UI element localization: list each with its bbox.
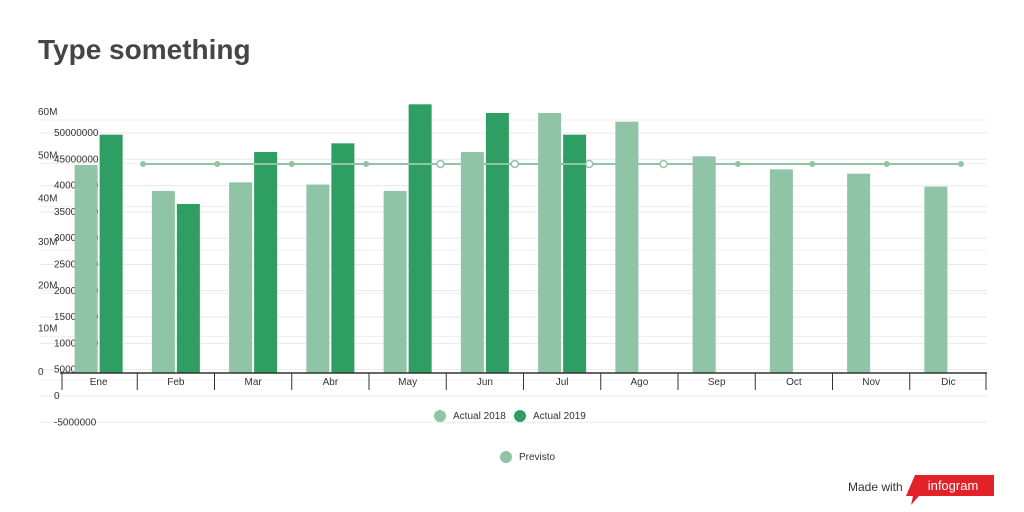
bar-actual-2019[interactable]: [485, 113, 509, 373]
chart-title: Type something: [38, 34, 251, 65]
previsto-point[interactable]: [436, 159, 445, 169]
infogram-logo[interactable]: infogram: [905, 474, 995, 506]
x-axis-label: Ene: [90, 377, 108, 388]
x-axis-label: Jun: [477, 377, 493, 388]
bar-actual-2019[interactable]: [254, 152, 278, 373]
bar-actual-2018[interactable]: [538, 113, 562, 373]
x-axis-label: Mar: [245, 377, 263, 388]
left-axis-tick-label: 60M: [38, 107, 57, 118]
left-axis-tick-label: 50M: [38, 150, 57, 161]
bars: [74, 104, 948, 374]
bar-actual-2018[interactable]: [769, 169, 793, 373]
bar-actual-2018[interactable]: [383, 191, 407, 373]
made-with-text: Made with: [848, 480, 903, 494]
previsto-point[interactable]: [584, 159, 594, 169]
x-axis-label: Nov: [862, 377, 880, 388]
infogram-logo-shape: [906, 475, 994, 505]
legend-label[interactable]: Actual 2019: [533, 411, 586, 422]
bar-actual-2018[interactable]: [847, 173, 871, 373]
previsto-line: [140, 159, 964, 169]
previsto-point[interactable]: [883, 161, 890, 167]
previsto-point[interactable]: [214, 161, 221, 167]
legend-label[interactable]: Previsto: [519, 452, 556, 463]
left-axis-tick-label: 20M: [38, 280, 57, 291]
right-axis-tick-label: 5000000: [54, 365, 93, 376]
legend-swatch: [500, 451, 512, 463]
bar-actual-2019[interactable]: [176, 204, 200, 373]
bar-actual-2019[interactable]: [331, 143, 355, 373]
previsto-point[interactable]: [288, 161, 295, 167]
x-axis: Ene Feb Mar Abr May Jun Jul Ago Sep Oct Nov Dic: [60, 372, 987, 390]
bar-actual-2018[interactable]: [151, 191, 175, 373]
legend-label[interactable]: Actual 2018: [453, 411, 506, 422]
legend[interactable]: Actual 2018 Actual 2019 Previsto: [434, 410, 586, 463]
legend-swatch: [514, 410, 526, 422]
infogram-logo-text: infogram: [928, 478, 979, 493]
right-axis-tick-label: -5000000: [54, 417, 97, 428]
x-axis-label: Oct: [786, 377, 802, 388]
left-axis-labels: 60M 50M 40M 30M 20M 10M 0: [38, 107, 57, 378]
bar-actual-2019[interactable]: [563, 134, 587, 373]
previsto-point[interactable]: [140, 161, 146, 167]
previsto-point[interactable]: [363, 161, 370, 167]
left-axis-tick-label: 10M: [38, 324, 57, 335]
previsto-point[interactable]: [510, 159, 520, 169]
right-axis-tick-label: 45000000: [54, 154, 99, 165]
x-axis-label: Ago: [630, 377, 648, 388]
bar-actual-2018[interactable]: [306, 184, 330, 374]
x-axis-label: Sep: [708, 377, 726, 388]
bar-actual-2019[interactable]: [99, 134, 123, 373]
x-axis-label: Jul: [556, 377, 569, 388]
previsto-point[interactable]: [958, 161, 964, 167]
left-axis-tick-label: 40M: [38, 194, 57, 205]
previsto-point[interactable]: [659, 159, 668, 169]
legend-swatch: [434, 410, 446, 422]
bar-actual-2018[interactable]: [74, 165, 98, 373]
bar-actual-2018[interactable]: [229, 182, 253, 373]
previsto-point[interactable]: [809, 161, 816, 167]
x-axis-label: Abr: [323, 377, 339, 388]
bar-actual-2018[interactable]: [460, 152, 484, 373]
bar-actual-2019[interactable]: [408, 104, 432, 373]
x-axis-label: Feb: [167, 377, 185, 388]
bar-actual-2018[interactable]: [924, 186, 948, 373]
x-axis-label: Dic: [941, 377, 955, 388]
x-axis-label: May: [398, 377, 417, 388]
left-axis-tick-label: 30M: [38, 237, 57, 248]
right-axis-tick-label: 50000000: [54, 128, 99, 139]
left-axis-tick-label: 0: [38, 367, 44, 378]
right-axis-tick-label: 0: [54, 391, 60, 402]
bar-actual-2018[interactable]: [692, 156, 716, 373]
bar-actual-2018[interactable]: [615, 121, 639, 374]
previsto-point[interactable]: [734, 161, 741, 167]
